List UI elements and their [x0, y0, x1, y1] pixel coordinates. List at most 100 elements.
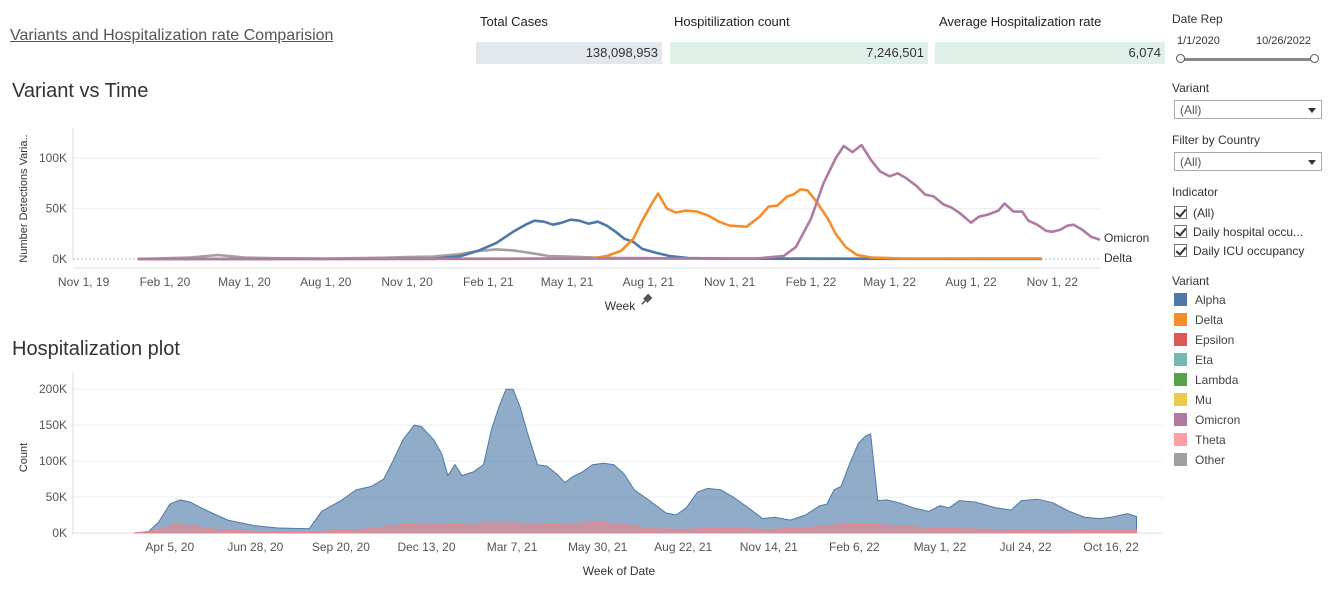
- x-tick-label: Feb 1, 22: [786, 275, 837, 289]
- y-tick-label: 0K: [52, 252, 67, 266]
- legend-label: Delta: [1195, 313, 1224, 327]
- checkbox-checked-icon[interactable]: [1174, 225, 1187, 238]
- date-slider-end-handle[interactable]: [1310, 54, 1319, 63]
- chevron-down-icon: [1308, 108, 1316, 113]
- chart2-title: Hospitalization plot: [12, 338, 180, 360]
- legend-swatch: [1174, 393, 1187, 406]
- legend-swatch: [1174, 373, 1187, 386]
- legend-item-omicron[interactable]: Omicron: [1174, 413, 1240, 429]
- series-delta-line: [137, 188, 1042, 261]
- legend-swatch: [1174, 413, 1187, 426]
- legend-swatch: [1174, 353, 1187, 366]
- x-tick-label: Mar 7, 21: [487, 540, 538, 554]
- x-tick-label: Jul 24, 22: [999, 540, 1051, 554]
- x-tick-label: Aug 1, 22: [945, 275, 997, 289]
- date-start-label: 1/1/2020: [1177, 35, 1220, 47]
- kpi-hospitalization-count-label: Hospitilization count: [674, 14, 790, 29]
- indicator-option-icu[interactable]: Daily ICU occupancy: [1174, 244, 1304, 260]
- x-tick-label: May 1, 21: [541, 275, 594, 289]
- kpi-average-rate-label: Average Hospitalization rate: [939, 14, 1102, 29]
- x-tick-label: May 1, 22: [863, 275, 916, 289]
- x-axis-title: Week of Date: [583, 564, 656, 578]
- series-daily-hospital-occupancy-area: [134, 388, 1138, 534]
- indicator-option-label: (All): [1193, 206, 1215, 220]
- pin-head: [643, 293, 653, 303]
- legend-swatch: [1174, 293, 1187, 306]
- x-tick-label: Jun 28, 20: [227, 540, 283, 554]
- y-tick-label: 200K: [39, 382, 67, 396]
- y-tick-label: 50K: [46, 202, 67, 216]
- legend-label: Lambda: [1195, 373, 1239, 387]
- y-axis-title: Count: [18, 443, 30, 472]
- legend-item-eta[interactable]: Eta: [1174, 353, 1213, 369]
- legend-label: Alpha: [1195, 293, 1226, 307]
- x-tick-label: May 1, 20: [218, 275, 271, 289]
- chart1-title: Variant vs Time: [12, 80, 149, 102]
- legend-label: Other: [1195, 453, 1226, 467]
- legend-swatch: [1174, 433, 1187, 446]
- y-axis-title: Number Detections Varia..: [18, 134, 30, 262]
- variant-dropdown-value: (All): [1180, 103, 1202, 117]
- legend-item-other[interactable]: Other: [1174, 453, 1225, 469]
- x-tick-label: Apr 5, 20: [145, 540, 194, 554]
- indicator-option-all[interactable]: (All): [1174, 206, 1214, 222]
- hospitalization-chart: 0K 50K 100K 150K 200K Apr 5, 20 Jun 28, 20 Sep …: [18, 372, 1162, 578]
- x-tick-label: Feb 6, 22: [829, 540, 880, 554]
- legend-swatch: [1174, 313, 1187, 326]
- x-tick-label: Aug 1, 20: [300, 275, 352, 289]
- y-tick-label: 100K: [39, 454, 67, 468]
- variant-filter-label: Variant: [1172, 81, 1210, 95]
- end-label-omicron: Omicron: [1104, 231, 1149, 245]
- legend-item-alpha[interactable]: Alpha: [1174, 293, 1226, 309]
- country-dropdown-value: (All): [1180, 155, 1202, 169]
- date-slider-start-handle[interactable]: [1176, 54, 1185, 63]
- variant-dropdown[interactable]: (All): [1174, 100, 1322, 119]
- legend-label: Omicron: [1195, 413, 1241, 427]
- legend-item-epsilon[interactable]: Epsilon: [1174, 333, 1234, 349]
- y-tick-label: 50K: [46, 490, 67, 504]
- kpi-total-cases-value: 138,098,953: [476, 42, 662, 64]
- checkbox-checked-icon[interactable]: [1174, 244, 1187, 257]
- pin-icon: [641, 293, 653, 305]
- x-tick-label: Dec 13, 20: [397, 540, 455, 554]
- indicator-option-label: Daily hospital occu...: [1193, 225, 1304, 239]
- dashboard-title: Variants and Hospitalization rate Compar…: [10, 27, 334, 44]
- indicator-option-label: Daily ICU occupancy: [1193, 244, 1305, 258]
- kpi-total-cases: Total Cases 138,098,953: [476, 14, 662, 64]
- legend-label: Eta: [1195, 353, 1214, 367]
- legend-item-theta[interactable]: Theta: [1174, 433, 1226, 449]
- y-tick-label: 100K: [39, 151, 67, 165]
- kpi-average-rate: Average Hospitalization rate 6,074: [935, 14, 1165, 64]
- legend-title: Variant: [1172, 274, 1210, 288]
- x-tick-label: Nov 1, 22: [1027, 275, 1079, 289]
- x-tick-label: Feb 1, 20: [140, 275, 191, 289]
- x-tick-label: Nov 1, 19: [58, 275, 110, 289]
- indicator-option-hospital[interactable]: Daily hospital occu...: [1174, 225, 1303, 241]
- y-tick-label: 0K: [52, 526, 67, 540]
- pin-needle: [641, 300, 646, 305]
- country-dropdown[interactable]: (All): [1174, 152, 1322, 171]
- legend-item-mu[interactable]: Mu: [1174, 393, 1212, 409]
- date-slider-track[interactable]: [1180, 58, 1314, 61]
- legend-item-delta[interactable]: Delta: [1174, 313, 1223, 329]
- legend-label: Epsilon: [1195, 333, 1235, 347]
- legend-swatch: [1174, 453, 1187, 466]
- x-tick-label: Oct 16, 22: [1083, 540, 1139, 554]
- legend-swatch: [1174, 333, 1187, 346]
- checkbox-checked-icon[interactable]: [1174, 206, 1187, 219]
- country-filter-label: Filter by Country: [1172, 133, 1261, 147]
- legend-label: Mu: [1195, 393, 1212, 407]
- series-omicron-line: [137, 143, 1101, 261]
- legend-item-lambda[interactable]: Lambda: [1174, 373, 1238, 389]
- kpi-hospitalization-count: Hospitilization count 7,246,501: [670, 14, 928, 64]
- date-rep-label: Date Rep: [1172, 12, 1223, 26]
- x-axis-title: Week: [605, 299, 636, 313]
- kpi-average-rate-value: 6,074: [935, 42, 1165, 64]
- x-tick-label: Nov 1, 21: [704, 275, 756, 289]
- chevron-down-icon: [1308, 160, 1316, 165]
- x-tick-label: May 1, 22: [914, 540, 967, 554]
- x-tick-label: May 30, 21: [568, 540, 628, 554]
- x-tick-label: Feb 1, 21: [463, 275, 514, 289]
- variant-time-chart: 0K 50K 100K Nov 1, 19 Feb 1, 20 May 1, 20 Aug …: [18, 128, 1149, 313]
- x-tick-label: Aug 22, 21: [654, 540, 712, 554]
